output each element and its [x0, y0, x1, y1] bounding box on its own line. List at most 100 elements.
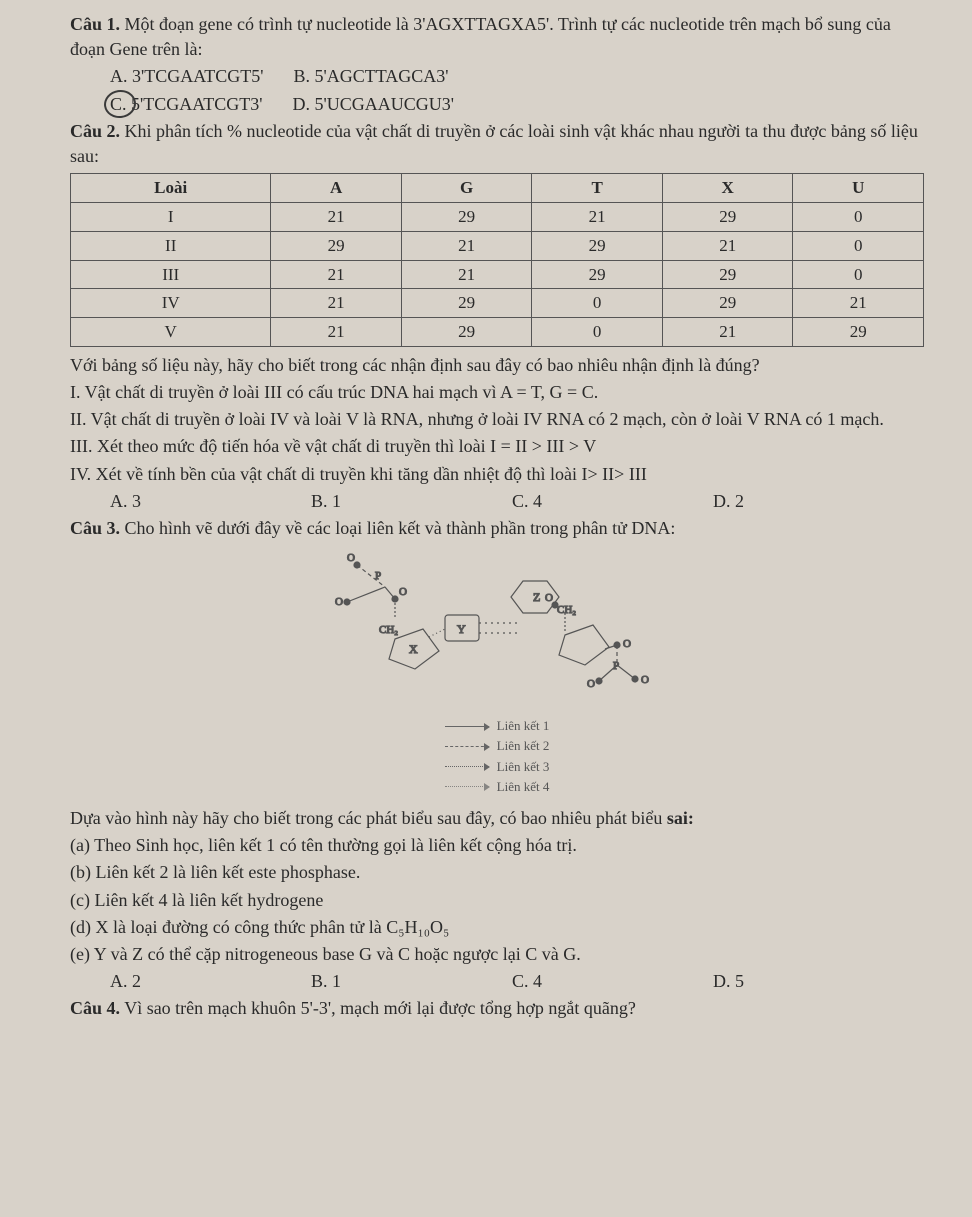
q2-stm-3: III. Xét theo mức độ tiến hóa về vật chấ… — [70, 434, 924, 459]
q3-text: Cho hình vẽ dưới đây về các loại liên kế… — [120, 518, 675, 538]
table-cell: IV — [71, 289, 271, 318]
q3-stem: Câu 3. Cho hình vẽ dưới đây về các loại … — [70, 516, 924, 541]
table-cell: 21 — [271, 318, 402, 347]
lbl-y: Y — [457, 622, 466, 636]
table-cell: 21 — [662, 231, 793, 260]
q3-title: Câu 3. — [70, 518, 120, 538]
q1-opt-d: D. 5'UCGAAUCGU3' — [293, 92, 455, 117]
q2-answers: A. 3 B. 1 C. 4 D. 2 — [70, 489, 924, 514]
table-cell: 0 — [793, 202, 924, 231]
q1-stem: Câu 1. Một đoạn gene có trình tự nucleot… — [70, 12, 924, 62]
q2-ans-b: B. 1 — [311, 489, 512, 514]
table-cell: 0 — [532, 318, 663, 347]
q2-th-5: U — [793, 174, 924, 203]
q2-ans-d: D. 2 — [713, 489, 914, 514]
legend-line-icon — [445, 786, 489, 787]
q3-answers: A. 2 B. 1 C. 4 D. 5 — [70, 969, 924, 994]
q2-th-3: T — [532, 174, 663, 203]
q2-after: Với bảng số liệu này, hãy cho biết trong… — [70, 353, 924, 378]
table-cell: 29 — [271, 231, 402, 260]
q2-stm-1: I. Vật chất di truyền ở loài III có cấu … — [70, 380, 924, 405]
table-cell: 29 — [401, 202, 532, 231]
table-cell: V — [71, 318, 271, 347]
table-cell: II — [71, 231, 271, 260]
lbl-x: X — [409, 642, 418, 656]
table-cell: 21 — [401, 260, 532, 289]
lbl-ch1: CH₂ — [379, 624, 398, 636]
q3-diagram: O P O O CH₂ X Y Z CH₂ — [70, 547, 924, 798]
legend-row: Liên kết 1 — [445, 717, 550, 735]
table-row: V212902129 — [71, 318, 924, 347]
table-cell: 21 — [662, 318, 793, 347]
lbl-o3: O — [399, 586, 407, 598]
q3-ans-a: A. 2 — [110, 969, 311, 994]
q1-options-row1: A. 3'TCGAATCGT5' B. 5'AGCTTAGCA3' — [70, 64, 924, 89]
q2-stm-2: II. Vật chất di truyền ở loài IV và loài… — [70, 407, 924, 432]
lbl-o2: O — [335, 596, 343, 608]
legend-label: Liên kết 4 — [497, 778, 550, 796]
table-cell: 21 — [271, 202, 402, 231]
q2-stem: Câu 2. Khi phân tích % nucleotide của vậ… — [70, 119, 924, 169]
table-cell: 29 — [662, 260, 793, 289]
table-cell: 29 — [532, 231, 663, 260]
table-cell: 0 — [793, 260, 924, 289]
table-cell: 21 — [271, 260, 402, 289]
q3-prompt-bold: sai: — [667, 808, 694, 828]
q4-text: Vì sao trên mạch khuôn 5'-3', mạch mới l… — [120, 998, 636, 1018]
table-cell: 21 — [271, 289, 402, 318]
table-cell: 29 — [662, 202, 793, 231]
table-row: I212921290 — [71, 202, 924, 231]
legend-line-icon — [445, 766, 489, 767]
q1-opt-c: C. 5'TCGAATCGT3' — [110, 92, 263, 117]
q3-prompt: Dựa vào hình này hãy cho biết trong các … — [70, 806, 924, 831]
table-cell: III — [71, 260, 271, 289]
q3-stm-e: (e) Y và Z có thể cặp nitrogeneous base … — [70, 942, 924, 967]
legend-row: Liên kết 2 — [445, 737, 550, 755]
lbl-o5: O — [623, 638, 631, 650]
legend-row: Liên kết 3 — [445, 758, 550, 776]
q2-table: Loài A G T X U I212921290II292129210III2… — [70, 173, 924, 347]
q2-th-0: Loài — [71, 174, 271, 203]
legend-label: Liên kết 3 — [497, 758, 550, 776]
q2-ans-c: C. 4 — [512, 489, 713, 514]
legend-row: Liên kết 4 — [445, 778, 550, 796]
legend-line-icon — [445, 726, 489, 727]
lbl-o1: O — [347, 552, 355, 564]
table-cell: 29 — [532, 260, 663, 289]
lbl-p1: P — [375, 570, 381, 582]
table-cell: 29 — [662, 289, 793, 318]
q3-stm-d: (d) X là loại đường có công thức phân tử… — [70, 915, 924, 940]
q2-table-head-row: Loài A G T X U — [71, 174, 924, 203]
table-cell: 21 — [401, 231, 532, 260]
legend-label: Liên kết 1 — [497, 717, 550, 735]
table-cell: 21 — [793, 289, 924, 318]
q3-stm-c: (c) Liên kết 4 là liên kết hydrogene — [70, 888, 924, 913]
table-cell: 0 — [793, 231, 924, 260]
q2-text: Khi phân tích % nucleotide của vật chất … — [70, 121, 918, 166]
dna-structure-svg: O P O O CH₂ X Y Z CH₂ — [317, 547, 677, 707]
legend-line-icon — [445, 746, 489, 747]
table-row: II292129210 — [71, 231, 924, 260]
table-cell: 0 — [532, 289, 663, 318]
table-cell: 29 — [401, 318, 532, 347]
q3-stm-a: (a) Theo Sinh học, liên kết 1 có tên thư… — [70, 833, 924, 858]
q3-ans-b: B. 1 — [311, 969, 512, 994]
table-cell: 21 — [532, 202, 663, 231]
lbl-o6: O — [587, 678, 595, 690]
q1-opt-a: A. 3'TCGAATCGT5' — [110, 64, 263, 89]
table-cell: 29 — [793, 318, 924, 347]
q4-title: Câu 4. — [70, 998, 120, 1018]
lbl-o4: O — [545, 592, 553, 604]
q3-prompt-text: Dựa vào hình này hãy cho biết trong các … — [70, 808, 667, 828]
q1-opt-b: B. 5'AGCTTAGCA3' — [293, 64, 448, 89]
q3-stm-b: (b) Liên kết 2 là liên kết este phosphas… — [70, 860, 924, 885]
q2-th-1: A — [271, 174, 402, 203]
q3-ans-d: D. 5 — [713, 969, 914, 994]
table-row: IV212902921 — [71, 289, 924, 318]
q1-title: Câu 1. — [70, 14, 120, 34]
q2-stm-4: IV. Xét về tính bền của vật chất di truy… — [70, 462, 924, 487]
q2-title: Câu 2. — [70, 121, 120, 141]
table-cell: I — [71, 202, 271, 231]
table-row: III212129290 — [71, 260, 924, 289]
q1-options-row2: C. 5'TCGAATCGT3' D. 5'UCGAAUCGU3' — [70, 92, 924, 117]
